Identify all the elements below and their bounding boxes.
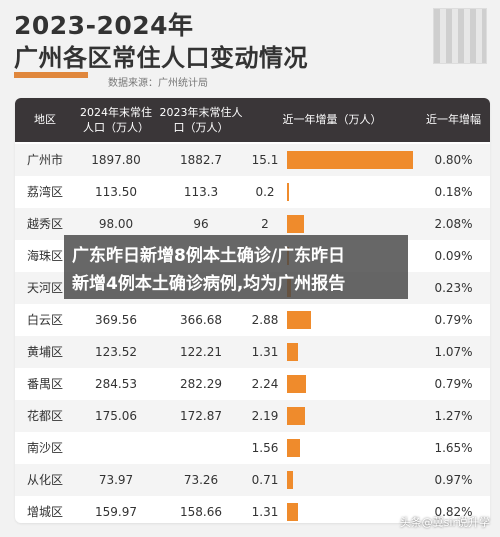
growth-cell: 0.80% [434, 153, 473, 167]
increase-bar [287, 215, 304, 233]
increase-bar [287, 311, 312, 329]
pop-2024-cell: 73.97 [98, 473, 134, 487]
district-cell: 白云区 [26, 313, 63, 327]
pop-2023-cell: 158.66 [180, 505, 222, 519]
increase-label: 0.2 [255, 185, 275, 199]
district-cell: 荔湾区 [26, 185, 63, 199]
increase-label: 1.31 [251, 505, 279, 519]
district-cell: 增城区 [26, 505, 63, 519]
increase-bar [287, 407, 306, 425]
growth-cell: 2.08% [434, 217, 473, 231]
district-cell: 南沙区 [26, 441, 63, 455]
table-row: 黄埔区 123.52 122.21 1.31 1.07% [15, 336, 490, 368]
page-title: 广州各区常住人口变动情况 [14, 44, 308, 72]
header-increase: 近一年增量（万人） [282, 113, 382, 126]
district-cell: 海珠区 [26, 249, 63, 263]
increase-bar [287, 151, 413, 169]
district-cell: 番禺区 [26, 377, 63, 391]
pop-2024-cell: 369.56 [95, 313, 137, 327]
increase-bar [287, 471, 293, 489]
district-cell: 黄埔区 [26, 345, 63, 359]
table-row: 番禺区 284.53 282.29 2.24 0.79% [15, 368, 490, 400]
header-pop-2023: 2023年末常住人口（万人） [159, 106, 243, 134]
news-headline-overlay: 广东昨日新增8例本土确诊/广东昨日 新增4例本土确诊病例,均为广州报告 [64, 235, 408, 299]
growth-cell: 0.97% [434, 473, 473, 487]
table-row: 荔湾区 113.50 113.3 0.2 0.18% [15, 176, 490, 208]
district-cell: 越秀区 [26, 217, 63, 231]
pop-2023-cell: 366.68 [180, 313, 222, 327]
title-year: 2023-2024年 [14, 11, 194, 40]
increase-label: 0.71 [251, 473, 279, 487]
table-row: 南沙区 1.56 1.65% [15, 432, 490, 464]
pop-2024-cell: 159.97 [95, 505, 137, 519]
growth-cell: 0.23% [434, 281, 473, 295]
pop-2024-cell: 98.00 [98, 217, 134, 231]
table-row: 花都区 175.06 172.87 2.19 1.27% [15, 400, 490, 432]
increase-label: 15.1 [251, 153, 279, 167]
pop-2023-cell: 122.21 [180, 345, 222, 359]
district-cell: 花都区 [26, 409, 63, 423]
pop-2023-cell: 73.26 [183, 473, 219, 487]
increase-label: 2.88 [251, 313, 279, 327]
growth-cell: 0.79% [434, 377, 473, 391]
pop-2023-cell [157, 432, 245, 464]
growth-cell: 0.09% [434, 249, 473, 263]
headline-line-1: 广东昨日新增8例本土确诊/广东昨日 [72, 246, 346, 266]
pop-2024-cell [75, 432, 157, 464]
pop-2024-cell: 123.52 [95, 345, 137, 359]
increase-label: 1.56 [251, 441, 279, 455]
qr-code-icon [433, 8, 487, 64]
increase-bar [287, 503, 298, 521]
pop-2023-cell: 172.87 [180, 409, 222, 423]
growth-cell: 0.79% [434, 313, 473, 327]
table-row: 从化区 73.97 73.26 0.71 0.97% [15, 464, 490, 496]
table-row: 越秀区 98.00 96 2 2.08% [15, 208, 490, 240]
increase-bar [287, 439, 301, 457]
district-cell: 广州市 [26, 153, 63, 167]
increase-label: 1.31 [251, 345, 279, 359]
data-source: 数据来源：广州统计局 [108, 78, 208, 89]
pop-2023-cell: 282.29 [180, 377, 222, 391]
growth-cell: 1.65% [434, 441, 473, 455]
pop-2023-cell: 96 [193, 217, 209, 231]
pop-2023-cell: 1882.7 [180, 153, 222, 167]
table-row: 广州市 1897.80 1882.7 15.1 0.80% [15, 144, 490, 176]
increase-bar [287, 343, 298, 361]
header-district: 地区 [34, 113, 56, 126]
accent-bar [14, 72, 88, 78]
increase-label: 2.24 [251, 377, 279, 391]
growth-cell: 0.18% [434, 185, 473, 199]
header-growth: 近一年增幅 [426, 113, 481, 126]
pop-2024-cell: 284.53 [95, 377, 137, 391]
increase-bar [287, 183, 289, 201]
growth-cell: 1.27% [434, 409, 473, 423]
growth-cell: 0.82% [434, 505, 473, 519]
increase-bar [287, 375, 306, 393]
increase-label: 2.19 [251, 409, 279, 423]
pop-2024-cell: 1897.80 [91, 153, 141, 167]
district-cell: 天河区 [26, 281, 63, 295]
headline-line-2: 新增4例本土确诊病例,均为广州报告 [72, 274, 346, 294]
pop-2023-cell: 113.3 [183, 185, 219, 199]
pop-2024-cell: 113.50 [95, 185, 137, 199]
table-header: 地区 2024年末常住人口（万人） 2023年末常住人口（万人） 近一年增量（万… [15, 98, 490, 142]
pop-2024-cell: 175.06 [95, 409, 137, 423]
population-table: 地区 2024年末常住人口（万人） 2023年末常住人口（万人） 近一年增量（万… [15, 98, 490, 523]
district-cell: 从化区 [26, 473, 63, 487]
watermark: 头条@冀sir说升学 [399, 516, 490, 529]
increase-label: 2 [261, 217, 269, 231]
table-row: 白云区 369.56 366.68 2.88 0.79% [15, 304, 490, 336]
header-pop-2024: 2024年末常住人口（万人） [80, 106, 152, 134]
growth-cell: 1.07% [434, 345, 473, 359]
table-row: 增城区 159.97 158.66 1.31 0.82% [15, 496, 490, 523]
